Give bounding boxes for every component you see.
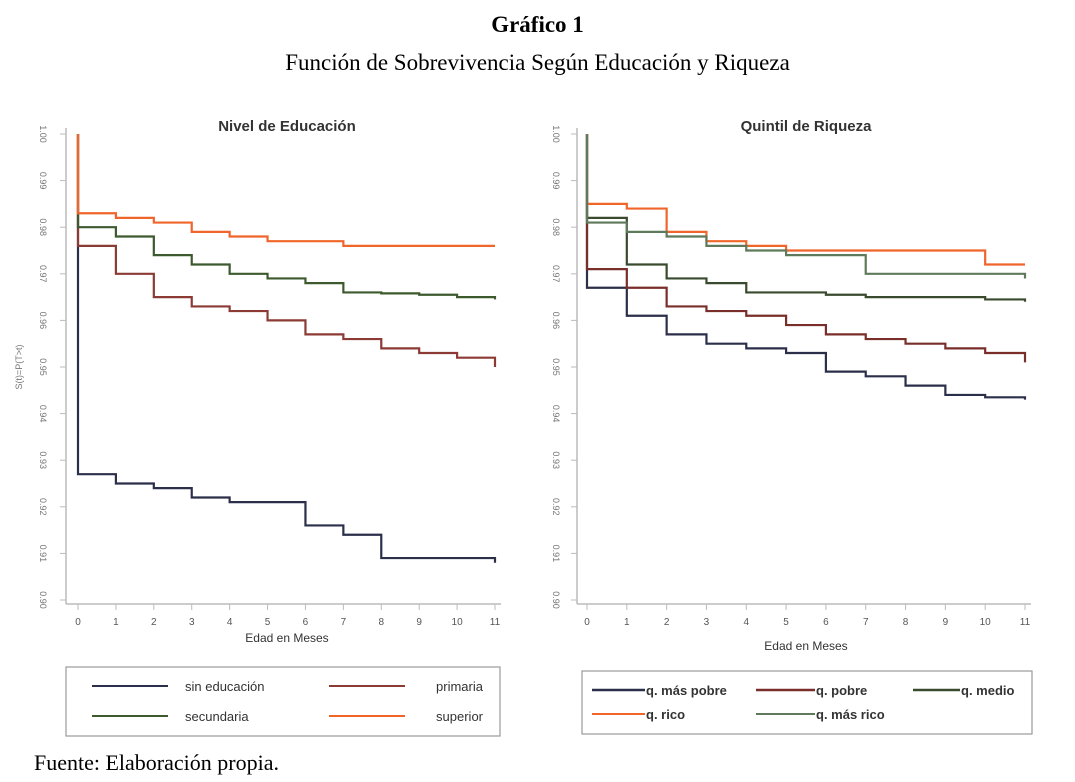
legend-label: superior (436, 709, 484, 724)
y-tick-label: 0.90 (551, 591, 561, 609)
y-tick-label: 0.93 (38, 451, 48, 469)
panel-title: Quintil de Riqueza (741, 118, 872, 135)
legend-label: q. más pobre (646, 683, 727, 698)
axes: 0.90 0.91 0.92 0.93 0.94 0.95 0.96 0.97 0.98 0.99… (38, 125, 501, 628)
x-tick-label: 6 (823, 617, 829, 628)
series-line-secundaria (76, 134, 497, 300)
x-tick-label: 8 (378, 617, 384, 628)
x-axis-title: Edad en Meses (245, 631, 328, 645)
x-tick-label: 2 (151, 617, 157, 628)
x-tick-label: 11 (1020, 617, 1031, 628)
y-tick-label: 0.96 (551, 312, 561, 330)
x-tick-label: 9 (416, 617, 422, 628)
series-line-q-medio (585, 134, 1027, 302)
legend-label: primaria (436, 679, 484, 694)
legend-label: q. pobre (816, 683, 867, 698)
panel-title: Nivel de Educación (218, 118, 356, 135)
y-axis-title: S(t)=P(T>t) (14, 344, 24, 389)
chart-panel-wealth: Quintil de Riqueza Edad en Meses 0.900.9… (551, 118, 1033, 735)
y-tick-label: 0.92 (551, 498, 561, 516)
series-line-sin-educaci-n (76, 134, 497, 563)
y-tick-label: 0.94 (551, 405, 561, 423)
legend-label: q. rico (646, 707, 685, 722)
legend: sin educación primaria secundaria superi… (65, 666, 501, 737)
x-tick-label: 0 (75, 617, 81, 628)
series-group (76, 134, 497, 563)
axes: 0.90 0.91 0.92 0.93 0.94 0.95 0.96 0.97 0.98 0.99… (551, 125, 1031, 628)
series-line-q-m-s-pobre (585, 134, 1027, 400)
legend-box (581, 670, 1033, 735)
x-tick-label: 5 (783, 617, 789, 628)
x-tick-label: 4 (227, 617, 233, 628)
x-tick-label: 6 (303, 617, 309, 628)
x-tick-label: 1 (113, 617, 119, 628)
figure-source: Fuente: Elaboración propia. (34, 750, 279, 775)
y-tick-label: 0.94 (38, 405, 48, 423)
legend-label: secundaria (185, 709, 249, 724)
y-tick-label: 0.99 (38, 172, 48, 190)
series-line-primaria (76, 134, 497, 367)
x-tick-label: 9 (943, 617, 949, 628)
y-tick-label: 0.95 (38, 358, 48, 376)
y-tick-label: 0.99 (551, 172, 561, 190)
y-tick-label: 0.91 (551, 545, 561, 563)
figure-title: Gráfico 1 (491, 12, 584, 37)
y-tick-label: 0.90 (38, 591, 48, 609)
x-tick-label: 11 (490, 617, 501, 628)
x-tick-label: 1 (624, 617, 630, 628)
y-tick-label: 0.97 (551, 265, 561, 283)
x-tick-label: 3 (189, 617, 195, 628)
x-tick-label: 0 (584, 617, 590, 628)
x-tick-label: 7 (341, 617, 347, 628)
x-tick-label: 7 (863, 617, 869, 628)
legend-box (65, 666, 501, 737)
x-tick-label: 5 (265, 617, 271, 628)
x-axis-title: Edad en Meses (764, 639, 847, 653)
chart-panel-education: Nivel de Educación Edad en Meses S(t)=P(… (14, 118, 501, 737)
y-tick-label: 0.98 (551, 218, 561, 236)
legend-label: sin educación (185, 679, 265, 694)
y-tick-label: 0.98 (38, 218, 48, 236)
y-tick-label: 0.91 (38, 545, 48, 563)
y-tick-label: 0.97 (38, 265, 48, 283)
series-group (585, 134, 1027, 400)
x-tick-label: 8 (903, 617, 909, 628)
y-tick-label: 1.00 (551, 125, 561, 143)
y-tick-label: 1.00 (38, 125, 48, 143)
x-tick-label: 3 (704, 617, 710, 628)
y-tick-label: 0.93 (551, 451, 561, 469)
x-tick-label: 10 (452, 617, 464, 628)
x-tick-label: 2 (664, 617, 670, 628)
series-line-q-pobre (585, 134, 1027, 363)
series-line-q-rico (585, 134, 1025, 266)
x-tick-label: 4 (743, 617, 749, 628)
figure-subtitle: Función de Sobrevivencia Según Educación… (285, 50, 790, 75)
x-tick-label: 10 (980, 617, 992, 628)
y-tick-label: 0.92 (38, 498, 48, 516)
series-line-q-m-s-rico (585, 134, 1027, 279)
legend: q. más pobre q. pobre q. medio q. rico q… (581, 670, 1033, 735)
y-tick-label: 0.96 (38, 312, 48, 330)
legend-label: q. medio (961, 683, 1015, 698)
y-tick-label: 0.95 (551, 358, 561, 376)
series-line-superior (76, 134, 495, 247)
legend-label: q. más rico (816, 707, 885, 722)
